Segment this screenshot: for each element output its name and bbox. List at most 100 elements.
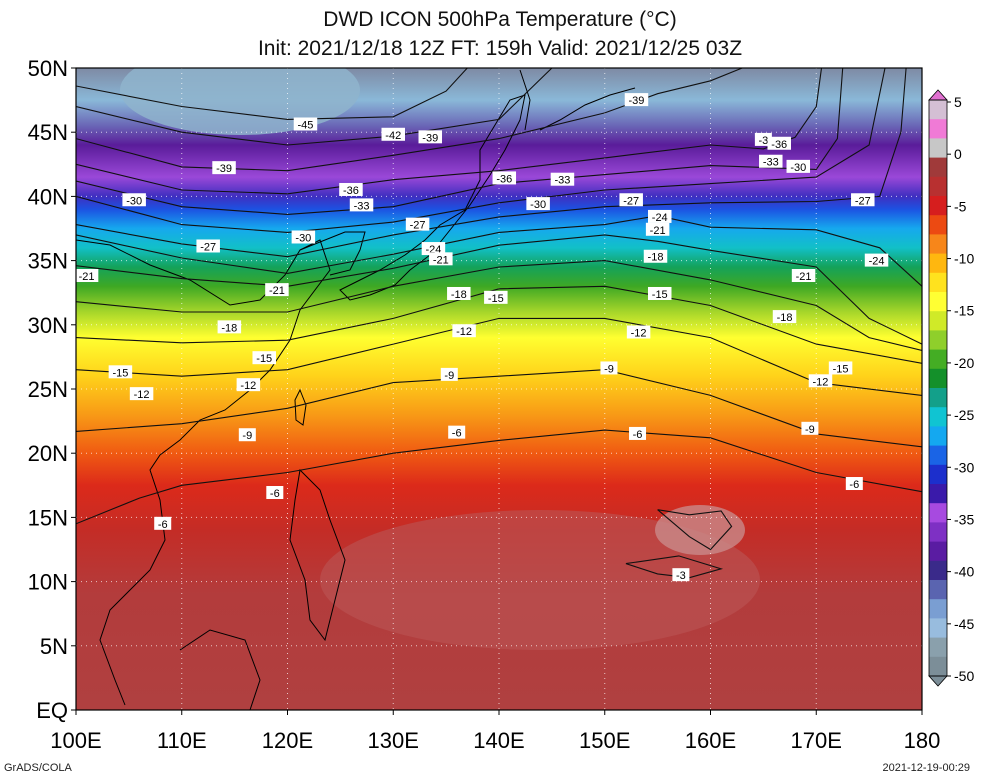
contour-label: -15 xyxy=(252,351,276,365)
colorbar-tick-label: -25 xyxy=(954,407,974,423)
lon-tick-label: 110E xyxy=(157,728,207,753)
colorbar-segment xyxy=(929,503,947,523)
svg-text:-3: -3 xyxy=(758,135,768,147)
contour-label: -39 xyxy=(418,130,443,144)
svg-text:-18: -18 xyxy=(451,289,467,301)
contour-label: -9 xyxy=(238,428,256,442)
svg-text:-6: -6 xyxy=(452,428,462,440)
contour-label: -15 xyxy=(828,361,853,375)
colorbar-tick-label: -5 xyxy=(954,198,967,214)
svg-text:-33: -33 xyxy=(554,175,570,187)
svg-text:-39: -39 xyxy=(629,95,645,107)
svg-text:-18: -18 xyxy=(777,312,793,324)
contour-label: -18 xyxy=(217,320,242,334)
contour-label: -30 xyxy=(526,197,550,211)
colorbar-segment xyxy=(929,119,947,139)
contour-label: -27 xyxy=(619,193,643,207)
contour-label: -6 xyxy=(266,486,284,500)
contour-label: -30 xyxy=(122,193,146,207)
contour-label: -9 xyxy=(600,361,618,375)
svg-text:-21: -21 xyxy=(796,271,812,283)
contour-line xyxy=(76,260,922,352)
contour-label: -18 xyxy=(447,286,471,301)
svg-text:-36: -36 xyxy=(771,139,787,151)
contour-label: -6 xyxy=(845,477,863,491)
contour-line xyxy=(76,68,823,195)
lat-tick-label: 20N xyxy=(28,441,68,466)
colorbar-segment xyxy=(929,368,947,389)
contour-label: -24 xyxy=(647,209,672,224)
colorbar: 5 0 -5 -10 -15 -20 -25 -30 -35 -40 -45 -50 xyxy=(928,89,974,687)
contour-label: -21 xyxy=(791,269,816,283)
colorbar-tick-label: -40 xyxy=(954,564,974,580)
svg-text:-9: -9 xyxy=(444,370,454,382)
colorbar-segment xyxy=(929,618,947,639)
colorbar-segment xyxy=(929,560,947,581)
contour-label: -18 xyxy=(643,249,668,264)
lat-tick-label: 15N xyxy=(28,505,68,530)
lat-tick-label: 30N xyxy=(28,313,68,338)
svg-text:-36: -36 xyxy=(343,185,359,197)
colorbar-segment xyxy=(929,196,947,216)
colorbar-segment xyxy=(929,176,947,197)
contour-label: -24 xyxy=(864,253,889,268)
svg-text:-9: -9 xyxy=(805,424,815,436)
contour-label: -36 xyxy=(492,171,517,185)
contour-line xyxy=(76,68,553,146)
map-title: DWD ICON 500hPa Temperature (°C) xyxy=(323,8,677,31)
svg-text:-24: -24 xyxy=(869,256,885,268)
svg-text:-21: -21 xyxy=(79,271,95,283)
contour-label: -33 xyxy=(550,172,575,187)
colorbar-tick-label: -35 xyxy=(954,511,974,527)
svg-text:-12: -12 xyxy=(813,376,829,388)
colorbar-segment xyxy=(929,215,947,235)
contour-label: -30 xyxy=(291,230,316,244)
borneo-coastline xyxy=(179,629,261,710)
lon-tick-label: 150E xyxy=(579,728,630,753)
contour-label: -21 xyxy=(76,269,99,283)
svg-text:-42: -42 xyxy=(385,130,401,142)
colorbar-segment xyxy=(929,445,947,466)
contour-label: -21 xyxy=(265,283,289,297)
lon-tick-label: 140E xyxy=(473,728,524,753)
svg-text:-39: -39 xyxy=(422,132,438,144)
contour-label: -36 xyxy=(339,182,363,197)
philippines-coastline xyxy=(289,468,346,642)
contour-label: -6 xyxy=(629,426,647,441)
svg-text:-6: -6 xyxy=(849,479,859,491)
contour-label: -6 xyxy=(448,425,466,440)
colorbar-max-arrow xyxy=(928,89,948,101)
kuril-islands xyxy=(539,87,636,131)
svg-text:-27: -27 xyxy=(410,220,426,232)
colorbar-tick-label: -15 xyxy=(954,303,974,319)
colorbar-segment xyxy=(929,272,947,293)
colorbar-tick-label: 0 xyxy=(954,146,962,162)
colorbar-segment xyxy=(929,157,947,178)
contour-line xyxy=(625,555,724,579)
timestamp-text: 2021-12-19-00:29 xyxy=(882,762,970,774)
cold-pool xyxy=(120,68,360,135)
warm-region xyxy=(320,510,760,650)
lon-tick-label: 180 xyxy=(904,728,941,753)
svg-text:-3: -3 xyxy=(676,570,686,582)
colorbar-segment xyxy=(929,637,947,658)
colorbar-segment xyxy=(929,234,947,255)
svg-text:-33: -33 xyxy=(763,157,779,169)
lon-tick-label: 100E xyxy=(50,728,101,753)
contour-line xyxy=(76,68,886,233)
svg-text:-21: -21 xyxy=(269,285,285,297)
contour-label: -33 xyxy=(349,198,374,212)
lat-tick-label: EQ xyxy=(36,698,68,723)
lat-tick-label: 25N xyxy=(28,377,68,402)
contour-label: -9 xyxy=(801,421,819,436)
colorbar-min-arrow xyxy=(928,675,948,687)
colorbar-tick-label: -50 xyxy=(954,668,974,684)
svg-text:-27: -27 xyxy=(855,195,871,207)
contour-label: -3 xyxy=(672,568,690,582)
lon-tick-label: 160E xyxy=(685,728,736,753)
sakhalin-coastline xyxy=(519,69,531,131)
svg-text:-30: -30 xyxy=(790,162,806,174)
colorbar-segment xyxy=(929,599,947,619)
colorbar-segment xyxy=(929,407,947,427)
